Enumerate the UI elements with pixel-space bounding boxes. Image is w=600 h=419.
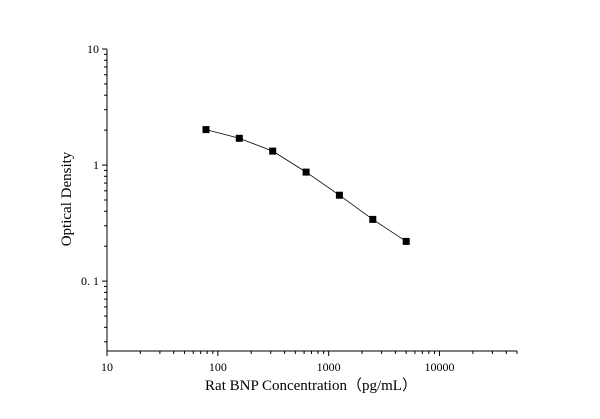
data-point <box>369 215 377 223</box>
x-tick-label-1000: 1000 <box>317 360 341 374</box>
series-0-markers <box>202 126 410 245</box>
y-tick-labels: 10 1 0. 1 <box>81 42 99 288</box>
axes <box>106 49 517 352</box>
x-tick-label-100: 100 <box>209 360 227 374</box>
x-axis-title: Rat BNP Concentration（pg/mL） <box>205 377 417 394</box>
series-0 <box>202 126 410 245</box>
data-point <box>202 126 210 134</box>
y-tick-label-10: 10 <box>87 42 99 56</box>
x-tick-labels: 10 100 1000 10000 <box>101 360 455 374</box>
data-point <box>302 168 310 176</box>
data-point <box>402 237 410 245</box>
y-axis-title: Optical Density <box>59 151 75 246</box>
data-point <box>235 134 243 142</box>
data-point <box>335 191 343 199</box>
y-tick-label-1: 1 <box>93 158 99 172</box>
x-tick-label-10000: 10000 <box>425 360 455 374</box>
series-0-line <box>205 129 407 242</box>
y-tick-label-0.1: 0. 1 <box>81 274 99 288</box>
y-ticks <box>102 48 107 343</box>
x-tick-label-10: 10 <box>101 360 113 374</box>
data-point <box>269 147 277 155</box>
x-ticks <box>106 351 518 356</box>
